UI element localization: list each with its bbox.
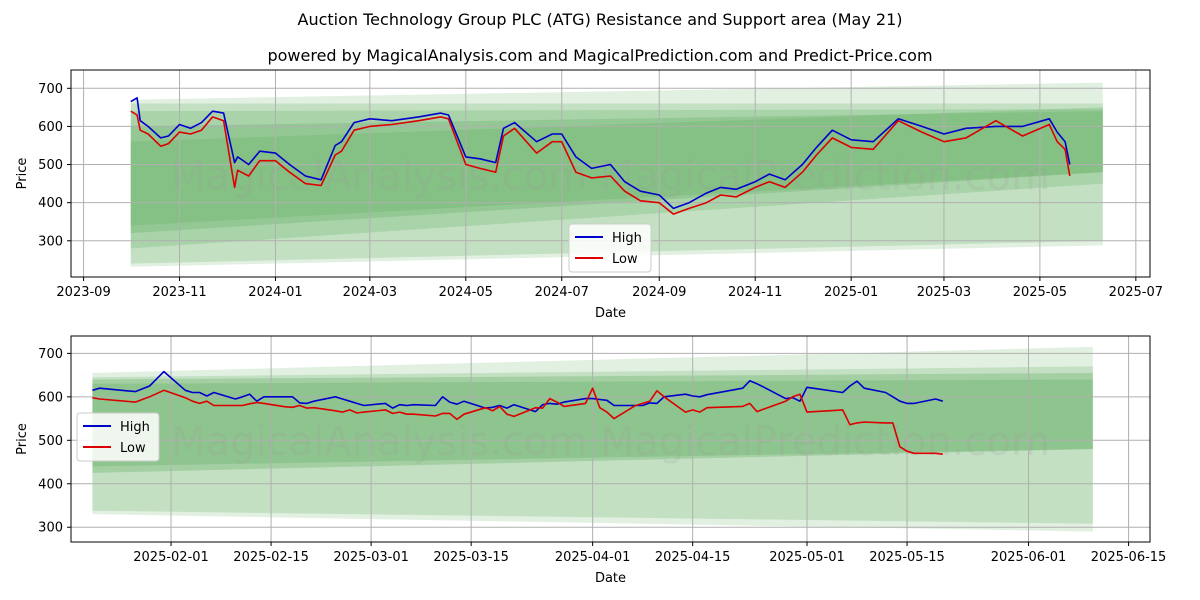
chart-subtitle: powered by MagicalAnalysis.com and Magic… — [267, 46, 933, 65]
x-tick-label: 2025-05-01 — [769, 550, 845, 565]
x-tick-label: 2025-05 — [1013, 285, 1067, 300]
x-tick-label: 2025-05-15 — [869, 550, 945, 565]
series-low-line — [130, 110, 1071, 215]
legend-label-high: High — [120, 420, 150, 435]
legend: High Low — [568, 223, 652, 273]
chart-panel-top: MagicalAnalysis.com MagicalPrediction.co… — [15, 69, 1163, 321]
legend-label-low: Low — [612, 252, 638, 267]
x-tick-label: 2024-09 — [632, 285, 686, 300]
x-tick-label: 2024-11 — [728, 285, 782, 300]
y-axis-label: Price — [15, 158, 30, 190]
x-tick-label: 2025-04-01 — [555, 550, 631, 565]
series-high-line — [130, 97, 1071, 210]
x-axis-label: Date — [595, 306, 626, 321]
band-1 — [130, 82, 1103, 267]
x-tick-label: 2025-01 — [824, 285, 878, 300]
x-tick-label: 2024-07 — [535, 285, 589, 300]
plot-frame — [70, 69, 1151, 278]
x-tick-label: 2025-07 — [1109, 285, 1163, 300]
x-tick-label: 2024-01 — [248, 285, 302, 300]
y-tick-label: 300 — [38, 234, 63, 249]
y-tick-label: 700 — [38, 347, 63, 362]
chart-title: Auction Technology Group PLC (ATG) Resis… — [297, 10, 903, 29]
x-tick-label: 2023-09 — [56, 285, 110, 300]
y-tick-label: 300 — [38, 521, 63, 536]
x-tick-label: 2024-05 — [439, 285, 493, 300]
x-tick-label: 2025-02-15 — [233, 550, 309, 565]
x-tick-label: 2023-11 — [152, 285, 206, 300]
x-tick-label: 2025-02-01 — [133, 550, 209, 565]
y-tick-label: 600 — [38, 120, 63, 135]
y-tick-label: 600 — [38, 390, 63, 405]
x-tick-label: 2025-03-01 — [333, 550, 409, 565]
legend: High Low — [76, 412, 160, 462]
x-tick-label: 2025-04-15 — [655, 550, 731, 565]
y-tick-label: 400 — [38, 196, 63, 211]
legend-label-low: Low — [120, 441, 146, 456]
y-tick-label: 500 — [38, 434, 63, 449]
x-tick-label: 2024-03 — [343, 285, 397, 300]
x-tick-label: 2025-06-15 — [1091, 550, 1167, 565]
x-axis-label: Date — [595, 571, 626, 586]
band-5 — [130, 107, 1103, 226]
legend-label-high: High — [612, 231, 642, 246]
chart-panel-bottom: MagicalAnalysis.com MagicalPrediction.co… — [15, 335, 1167, 586]
x-tick-label: 2025-06-01 — [991, 550, 1067, 565]
band-3 — [130, 109, 1103, 249]
y-tick-label: 700 — [38, 82, 63, 97]
watermark: MagicalAnalysis.com MagicalPrediction.co… — [171, 419, 1050, 465]
y-tick-label: 500 — [38, 158, 63, 173]
series-low-line — [92, 387, 943, 455]
series-high-line — [92, 370, 944, 413]
plot-frame — [70, 335, 1151, 543]
y-tick-label: 400 — [38, 477, 63, 492]
x-tick-label: 2025-03-15 — [433, 550, 509, 565]
x-tick-label: 2025-03 — [917, 285, 971, 300]
y-axis-label: Price — [15, 423, 30, 455]
